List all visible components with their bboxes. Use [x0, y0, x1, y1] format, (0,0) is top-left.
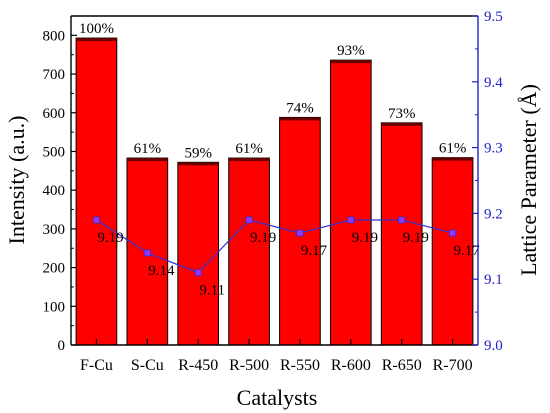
bar-label-group: 100% 61% 59% 61% 74% 93% 73% 61% — [79, 21, 466, 161]
bar-top-band — [381, 122, 423, 126]
lattice-value-label: 9.17 — [301, 243, 328, 259]
bar-value-label: 93% — [337, 43, 365, 59]
bar-value-label: 61% — [439, 141, 467, 157]
x-tick-label: R-500 — [229, 357, 269, 374]
y-tick-label: 200 — [43, 261, 66, 277]
lattice-point — [347, 216, 355, 224]
lattice-point — [194, 269, 202, 277]
y-tick-label: 600 — [43, 106, 66, 122]
lattice-point — [93, 216, 100, 224]
x-tick-label: R-650 — [382, 357, 422, 374]
lattice-line — [96, 219, 453, 274]
lattice-line-group: 9.19 9.14 9.11 9.19 9.17 9.19 9.19 9.17 — [93, 216, 480, 299]
bar-value-label: 73% — [388, 106, 416, 122]
bar-value-label: 61% — [235, 141, 263, 157]
lattice-value-label: 9.19 — [250, 230, 276, 246]
bar-top-band — [228, 158, 270, 162]
bar-top-band — [432, 157, 473, 161]
bar-top-band — [279, 117, 321, 121]
y-tick-label: 700 — [43, 67, 66, 83]
x-tick-label: R-550 — [280, 357, 320, 374]
bar-top-band — [177, 162, 219, 166]
x-tick-label: R-600 — [331, 357, 371, 374]
x-tick-label: S-Cu — [131, 357, 164, 374]
y-axis-title: Intensity (a.u.) — [4, 116, 29, 245]
lattice-value-label: 9.14 — [148, 263, 175, 279]
y2-tick-label: 9.3 — [484, 141, 503, 157]
bar-top-band — [126, 158, 168, 162]
bar — [75, 37, 118, 346]
bar — [177, 161, 220, 346]
y-tick-label: 500 — [43, 144, 66, 160]
bar-value-label: 61% — [134, 141, 162, 157]
bar-value-label: 59% — [184, 145, 212, 161]
y-tick-label: 400 — [43, 183, 66, 199]
y2-axis-title: Lattice Parameter (Å) — [516, 84, 541, 276]
lattice-value-label: 9.17 — [453, 243, 480, 259]
lattice-value-label: 9.11 — [199, 283, 225, 299]
y-tick-label: 100 — [43, 299, 66, 315]
lattice-point — [245, 216, 253, 224]
y-tick-label: 800 — [43, 28, 66, 44]
y2-tick-label: 9.0 — [484, 338, 503, 354]
x-tick-label: R-450 — [178, 357, 218, 374]
lattice-point — [143, 249, 151, 257]
y-tick-label: 300 — [43, 222, 66, 238]
bar-value-label: 74% — [286, 100, 314, 116]
bar — [431, 157, 474, 346]
lattice-value-label: 9.19 — [97, 230, 123, 246]
lattice-point — [296, 229, 304, 237]
bar — [329, 59, 372, 346]
lattice-point — [398, 216, 406, 224]
x-tick-label: F-Cu — [80, 357, 113, 374]
x-tick-label: R-700 — [433, 357, 473, 374]
bar-value-label: 100% — [79, 21, 114, 37]
bar-top-band — [76, 38, 117, 42]
x-axis-title: Catalysts — [237, 385, 318, 410]
y-tick-label: 0 — [58, 338, 66, 354]
bar-top-band — [330, 60, 372, 64]
y2-tick-label: 9.5 — [484, 9, 503, 25]
y2-tick-label: 9.1 — [484, 272, 503, 288]
bar-group — [75, 37, 474, 346]
y2-tick-label: 9.4 — [484, 75, 503, 91]
axes-group: 0 100 200 300 400 500 600 700 800 9.0 9.1 9.2 9.3 9.4… — [43, 9, 504, 374]
lattice-value-label: 9.19 — [403, 230, 429, 246]
lattice-point — [449, 229, 456, 237]
bar — [228, 157, 270, 346]
y2-tick-label: 9.2 — [484, 206, 503, 222]
lattice-value-label: 9.19 — [352, 230, 378, 246]
